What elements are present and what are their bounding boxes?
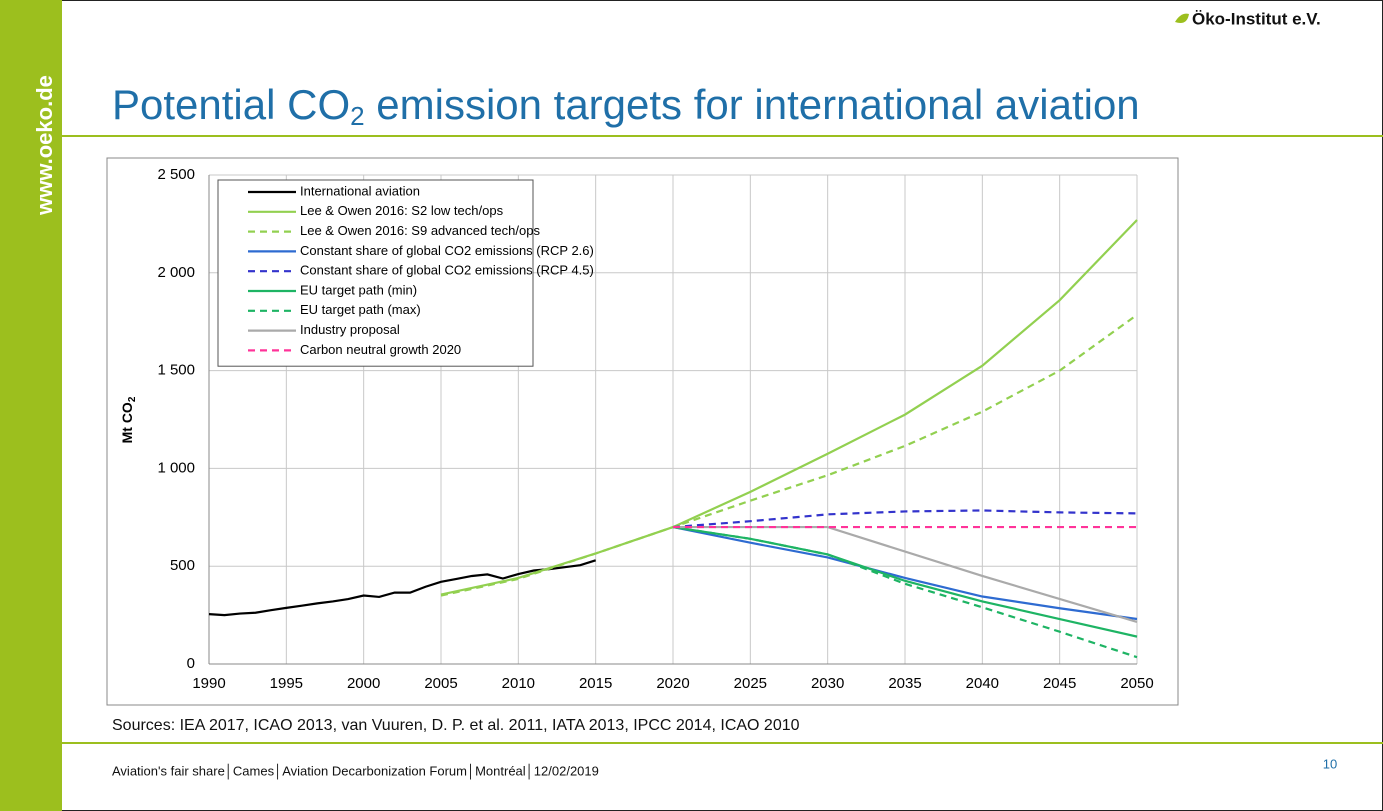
y-tick-label: 2 000 xyxy=(157,264,195,281)
legend-label: EU target path (max) xyxy=(300,302,421,317)
logo-icon xyxy=(1175,13,1189,23)
y-tick-label: 1 500 xyxy=(157,362,195,379)
legend-label: Constant share of global CO2 emissions (… xyxy=(300,243,594,258)
y-tick-label: 0 xyxy=(187,655,195,672)
footer: Aviation's fair share│Cames│Aviation Dec… xyxy=(112,763,599,779)
ylabel-subscript: 2 xyxy=(127,396,138,402)
x-tick-label: 2030 xyxy=(811,675,844,692)
series-line xyxy=(440,313,1138,597)
chart: 0 500 1 000 1 500 2 000 2 500 1990 1995 2000 2005… xyxy=(157,166,1153,692)
x-tick-label: 2005 xyxy=(424,675,457,692)
x-tick-label: 2020 xyxy=(656,675,689,692)
page-number: 10 xyxy=(1323,756,1337,771)
legend-label: Constant share of global CO2 emissions (… xyxy=(300,263,594,278)
x-tick-label: 2000 xyxy=(347,675,380,692)
x-tick-label: 2035 xyxy=(888,675,921,692)
slide-title: Potential CO2 emission targets for inter… xyxy=(112,81,1140,131)
series-line xyxy=(672,526,1138,621)
x-tick-label: 2025 xyxy=(734,675,767,692)
sidebar-text: www.oeko.de xyxy=(32,75,57,216)
x-tick-label: 1995 xyxy=(270,675,303,692)
series-line xyxy=(208,559,596,617)
legend-label: Lee & Owen 2016: S9 advanced tech/ops xyxy=(300,223,540,238)
x-tick-label: 2015 xyxy=(579,675,612,692)
title-subscript: 2 xyxy=(350,101,364,131)
legend-label: International aviation xyxy=(300,183,420,198)
y-tick-label: 500 xyxy=(170,557,195,574)
title-part: emission targets for international aviat… xyxy=(365,81,1140,128)
title-part: Potential CO xyxy=(112,81,350,128)
series-line xyxy=(672,525,1138,659)
y-axis-label: Mt CO2 xyxy=(119,396,138,443)
x-tick-label: 2050 xyxy=(1120,675,1153,692)
x-tick-label: 1990 xyxy=(192,675,225,692)
x-tick-label: 2040 xyxy=(966,675,999,692)
y-tick-label: 1 000 xyxy=(157,459,195,476)
ylabel-part: Mt CO xyxy=(119,402,135,443)
x-tick-label: 2010 xyxy=(502,675,535,692)
sources: Sources: IEA 2017, ICAO 2013, van Vuuren… xyxy=(112,717,800,734)
legend-label: Carbon neutral growth 2020 xyxy=(300,342,461,357)
logo: Öko-Institut e.V. xyxy=(1192,9,1321,28)
sidebar xyxy=(0,0,62,811)
legend-label: EU target path (min) xyxy=(300,282,417,297)
legend-label: Industry proposal xyxy=(300,322,400,337)
series-line xyxy=(672,509,1138,529)
x-tick-label: 2045 xyxy=(1043,675,1076,692)
y-tick-label: 2 500 xyxy=(157,166,195,183)
series-line xyxy=(440,219,1138,596)
legend-label: Lee & Owen 2016: S2 low tech/ops xyxy=(300,203,504,218)
